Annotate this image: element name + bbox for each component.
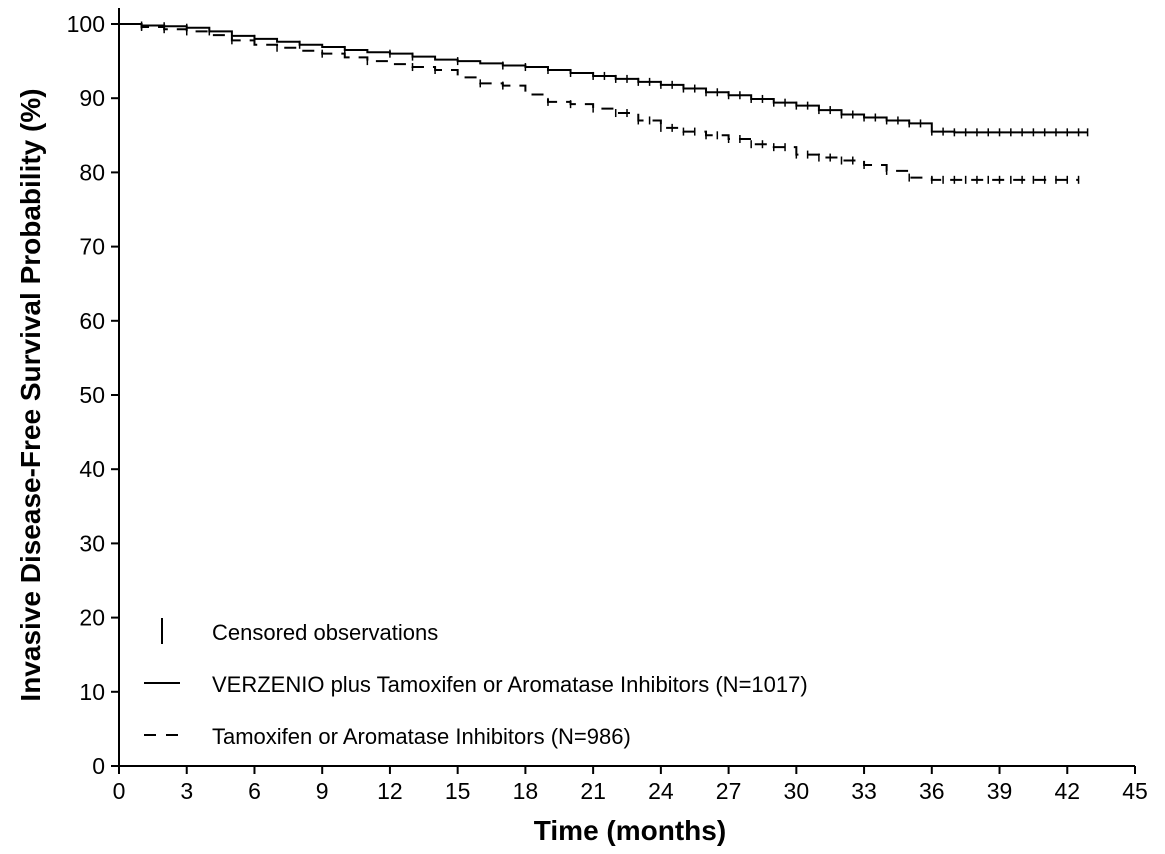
x-tick-label: 42 <box>1054 778 1080 804</box>
y-tick-label: 40 <box>79 456 105 482</box>
y-tick-label: 70 <box>79 234 105 260</box>
x-tick-label: 15 <box>445 778 471 804</box>
x-tick-label: 9 <box>316 778 329 804</box>
x-tick-label: 30 <box>784 778 810 804</box>
x-tick-label: 36 <box>919 778 945 804</box>
y-tick-label: 90 <box>79 85 105 111</box>
legend-series-1-label: VERZENIO plus Tamoxifen or Aromatase Inh… <box>212 672 808 697</box>
x-tick-label: 33 <box>851 778 877 804</box>
y-tick-label: 100 <box>67 11 105 37</box>
x-axis-title: Time (months) <box>534 815 726 846</box>
y-tick-label: 60 <box>79 308 105 334</box>
series-layer <box>119 21 1089 184</box>
x-tick-label: 45 <box>1122 778 1148 804</box>
x-tick-label: 0 <box>113 778 126 804</box>
y-tick-label: 0 <box>92 753 105 779</box>
legend-censor-label: Censored observations <box>212 620 438 645</box>
x-tick-label: 24 <box>648 778 674 804</box>
x-tick-label: 3 <box>180 778 193 804</box>
axes: 0 3 6 9 12 15 18 21 24 27 30 33 36 39 42 45010203040506… <box>67 8 1148 804</box>
x-tick-label: 12 <box>377 778 403 804</box>
x-tick-label: 39 <box>987 778 1013 804</box>
series-2-curve <box>119 23 1079 181</box>
y-tick-label: 50 <box>79 382 105 408</box>
x-tick-label: 27 <box>716 778 742 804</box>
y-tick-label: 10 <box>79 679 105 705</box>
legend: Censored observations VERZENIO plus Tamo… <box>144 618 808 749</box>
x-tick-label: 6 <box>248 778 261 804</box>
x-tick-label: 21 <box>580 778 606 804</box>
series-1-curve <box>119 23 1088 134</box>
y-tick-label: 30 <box>79 530 105 556</box>
y-tick-label: 80 <box>79 159 105 185</box>
x-tick-label: 18 <box>513 778 539 804</box>
y-tick-label: 20 <box>79 605 105 631</box>
y-axis-title: Invasive Disease-Free Survival Probabili… <box>15 88 46 701</box>
legend-series-2-label: Tamoxifen or Aromatase Inhibitors (N=986… <box>212 724 631 749</box>
